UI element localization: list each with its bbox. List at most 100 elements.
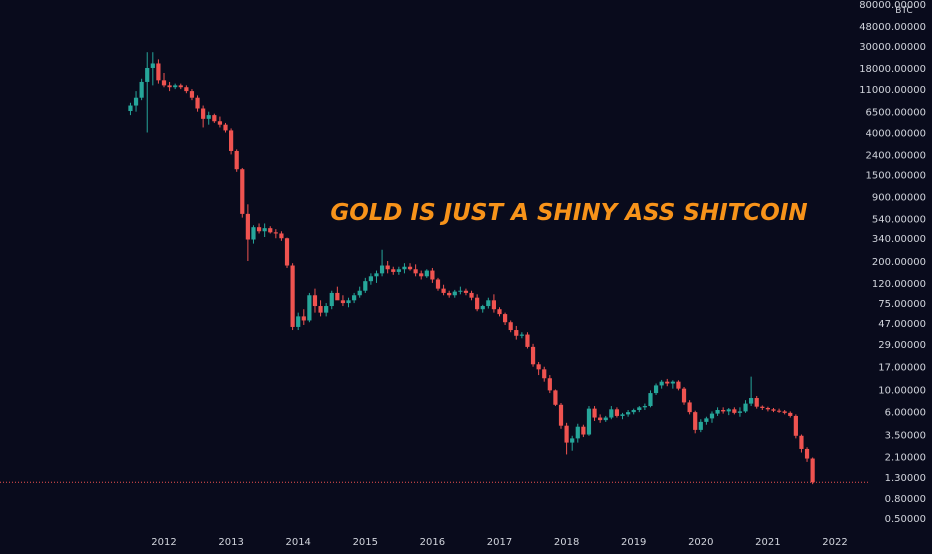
candle [133, 91, 139, 112]
candle-body [670, 381, 675, 384]
candle [312, 288, 318, 313]
candle [497, 307, 502, 317]
candle [424, 269, 429, 278]
candle [279, 231, 284, 241]
candle-body [754, 398, 759, 407]
candle [184, 85, 189, 94]
candle [737, 407, 743, 417]
candle-body [715, 410, 720, 414]
y-tick-label: 11000.00000 [859, 85, 926, 96]
candle-body [419, 273, 424, 277]
candle-body [206, 115, 211, 119]
candle [732, 407, 737, 415]
candle [530, 343, 536, 367]
y-tick-label: 200.00000 [872, 257, 926, 268]
candle-body [217, 121, 223, 125]
candle-body [407, 266, 413, 270]
candle-body [782, 411, 787, 413]
candle-body [452, 291, 457, 296]
candle [598, 414, 603, 423]
candle-body [547, 378, 552, 391]
x-tick-label: 2016 [420, 537, 445, 548]
candle-body [486, 300, 491, 307]
candle [709, 411, 715, 423]
candle-body [340, 300, 346, 304]
candle [475, 294, 480, 312]
candle [558, 402, 564, 429]
candle [670, 380, 675, 389]
candle-body [631, 410, 636, 413]
candle [284, 237, 290, 268]
candle-body [553, 390, 558, 405]
candle [637, 406, 642, 413]
candle [614, 407, 620, 418]
y-tick-label: 10.00000 [878, 386, 926, 397]
candle-body [189, 91, 195, 98]
candle-body [262, 228, 267, 232]
candle-body [234, 150, 239, 170]
candle [290, 263, 295, 331]
candle-body [324, 306, 329, 313]
candle [631, 408, 636, 415]
candle [240, 167, 245, 218]
candle [749, 376, 754, 407]
candle-body [458, 290, 463, 292]
candle-body [223, 124, 228, 131]
candle [586, 406, 592, 436]
candle [698, 419, 703, 433]
y-tick-label: 1.30000 [885, 473, 926, 484]
candle [139, 78, 144, 101]
candle [704, 416, 709, 425]
candle [676, 380, 681, 391]
candle [581, 424, 586, 438]
candle [385, 261, 390, 274]
candle [799, 434, 804, 453]
candle-body [620, 414, 625, 416]
candle-body [514, 330, 519, 336]
candle-body [698, 421, 703, 430]
chart-title: GOLD IS JUST A SHINY ASS SHITCOIN [330, 200, 807, 226]
candle [301, 309, 306, 325]
candle-body [592, 408, 597, 418]
candle-body [609, 409, 614, 418]
candle-body [659, 381, 664, 386]
candle-body [374, 273, 379, 277]
candle [324, 303, 329, 317]
candle-body [201, 108, 206, 119]
candle-body [749, 398, 754, 404]
candle-body [732, 409, 737, 413]
candle [804, 447, 810, 462]
candle-body [441, 288, 446, 293]
candle-body [329, 292, 334, 307]
candle-body [626, 412, 631, 415]
candle-body [229, 130, 234, 151]
candle-body [480, 306, 485, 310]
y-tick-label: 900.00000 [872, 192, 926, 203]
candle-body [363, 281, 368, 291]
candle [642, 403, 647, 411]
candle-body [726, 409, 731, 412]
candle-body [385, 265, 390, 270]
candle [368, 273, 373, 285]
y-tick-label: 80000.00000 [859, 0, 926, 11]
candle [771, 407, 776, 413]
x-tick-label: 2022 [822, 537, 847, 548]
candle-body [525, 334, 530, 347]
candle-body [502, 314, 508, 323]
candle-body [793, 415, 798, 436]
x-tick-label: 2015 [353, 537, 378, 548]
candle-body [637, 407, 642, 411]
candle [346, 297, 351, 308]
candle [776, 408, 782, 413]
candle [379, 249, 385, 277]
candle-body [469, 292, 474, 298]
candle-body [195, 97, 200, 109]
candle-body [156, 63, 161, 81]
candle-body [256, 227, 262, 232]
candle [575, 423, 580, 443]
candle-body [245, 213, 250, 240]
candle [402, 263, 407, 274]
candle [765, 406, 770, 412]
candle-body [312, 295, 318, 307]
